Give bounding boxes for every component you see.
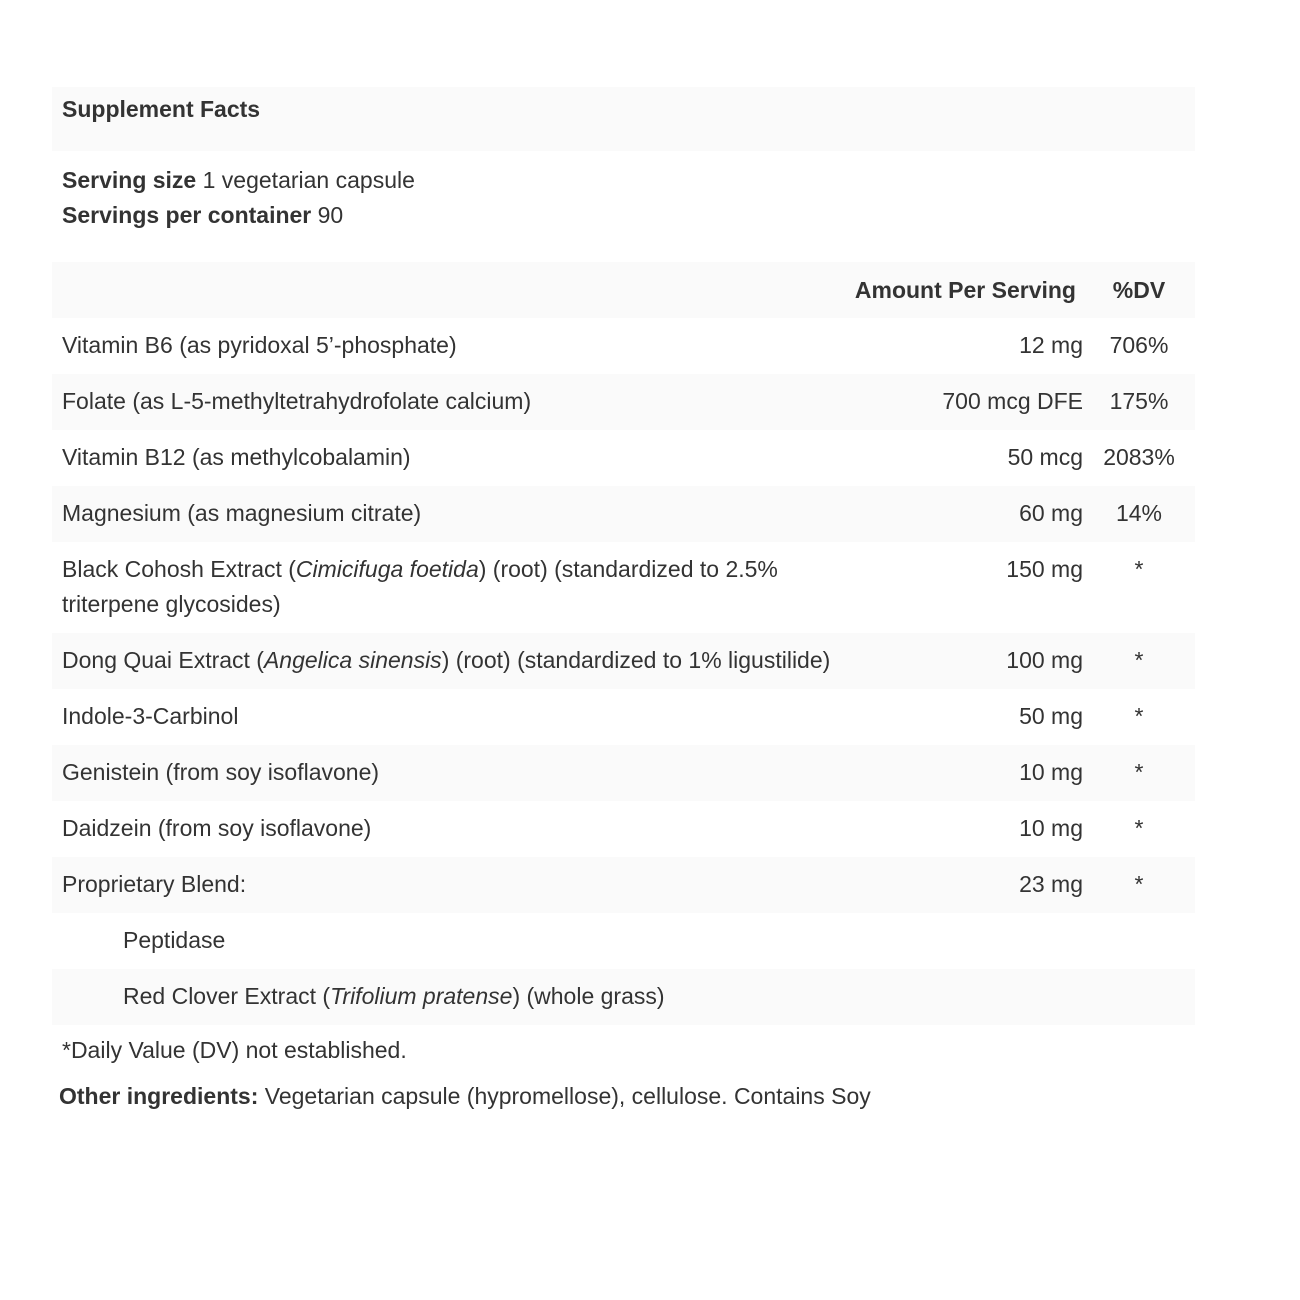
ingredient-name-text: Vitamin B6 (as pyridoxal 5’-phosphate) [62,332,457,358]
facts-body: Amount Per Serving %DV Vitamin B6 (as py… [52,262,1195,1114]
table-header-row: Amount Per Serving %DV [52,262,1195,318]
ingredient-name-suffix: ) (root) (standardized to 1% ligustilide… [441,647,831,673]
table-row: Vitamin B6 (as pyridoxal 5’-phosphate) 12… [52,318,1195,374]
ingredient-name-text: Black Cohosh Extract ( [62,556,296,582]
ingredient-name-text: Daidzein (from soy isoflavone) [62,815,372,841]
ingredient-dv: 2083% [1103,444,1175,470]
serving-size-value: 1 vegetarian capsule [202,167,415,193]
ingredient-name: Genistein (from soy isoflavone) [52,745,843,801]
ingredient-dv: 14% [1115,500,1163,526]
ingredient-amount: 10 mg [1019,815,1083,841]
page-title: Supplement Facts [62,96,261,122]
ingredient-amount: 50 mcg [1007,444,1083,470]
ingredient-dv [1083,969,1195,1025]
footnote: *Daily Value (DV) not established. [62,1037,407,1063]
ingredient-name: Indole-3-Carbinol [52,689,843,745]
ingredient-dv: * [1134,703,1144,729]
other-ingredients: Other ingredients: Vegetarian capsule (h… [59,1079,1195,1114]
ingredient-amount [843,969,1083,1025]
ingredient-name: Folate (as L-5-methyltetrahydrofolate ca… [52,374,843,430]
table-row: Black Cohosh Extract (Cimicifuga foetida… [52,542,1195,633]
table-row: Indole-3-Carbinol 50 mg * [52,689,1195,745]
ingredient-name-text: Dong Quai Extract ( [62,647,264,673]
ingredient-name-text: Proprietary Blend: [62,871,247,897]
serving-size-label: Serving size [62,167,197,193]
ingredient-dv: * [1134,815,1144,841]
ingredient-dv: * [1134,647,1144,673]
servings-per-container-value: 90 [317,202,344,228]
ingredient-name-text: Peptidase [123,927,226,953]
ingredient-amount: 60 mg [1019,500,1083,526]
ingredient-name: Vitamin B6 (as pyridoxal 5’-phosphate) [52,318,843,374]
table-row: Vitamin B12 (as methylcobalamin) 50 mcg 20… [52,430,1195,486]
other-ingredients-value: Vegetarian capsule (hypromellose), cellu… [258,1083,871,1109]
servings-per-container: Servings per container 90 [62,198,415,233]
serving-info: Serving size 1 vegetarian capsule Servin… [62,163,415,233]
supplement-facts-table: Amount Per Serving %DV Vitamin B6 (as py… [52,262,1195,1025]
header-dv: %DV [1112,276,1166,303]
ingredient-dv: * [1134,871,1144,897]
ingredient-name-text: Vitamin B12 (as methylcobalamin) [62,444,411,470]
ingredient-dv: * [1134,759,1144,785]
ingredient-name: Daidzein (from soy isoflavone) [52,801,843,857]
ingredient-name-text: Magnesium (as magnesium citrate) [62,500,422,526]
ingredient-dv: 706% [1109,332,1169,358]
ingredient-latin-name: Angelica sinensis [263,647,442,673]
ingredient-amount: 10 mg [1019,759,1083,785]
ingredient-amount [843,913,1083,969]
ingredient-latin-name: Trifolium pratense [330,983,513,1009]
ingredient-amount: 23 mg [1019,871,1083,897]
ingredient-name: Dong Quai Extract (Angelica sinensis) (r… [52,633,843,689]
ingredient-name: Vitamin B12 (as methylcobalamin) [52,430,843,486]
serving-size: Serving size 1 vegetarian capsule [62,163,415,198]
table-row: Magnesium (as magnesium citrate) 60 mg 14% [52,486,1195,542]
table-row: Peptidase [52,913,1195,969]
ingredient-amount: 150 mg [1006,556,1083,582]
ingredient-amount: 50 mg [1019,703,1083,729]
servings-per-container-label: Servings per container [62,202,312,228]
ingredient-name-text: Genistein (from soy isoflavone) [62,759,380,785]
ingredient-amount: 12 mg [1019,332,1083,358]
ingredient-name: Black Cohosh Extract (Cimicifuga foetida… [52,542,843,633]
ingredient-dv [1083,913,1195,969]
table-row: Proprietary Blend: 23 mg * [52,857,1195,913]
table-row: Folate (as L-5-methyltetrahydrofolate ca… [52,374,1195,430]
ingredient-amount: 700 mcg DFE [942,388,1083,414]
ingredient-latin-name: Cimicifuga foetida [295,556,479,582]
ingredient-dv: 175% [1109,388,1169,414]
ingredient-name-text: Folate (as L-5-methyltetrahydrofolate ca… [62,388,532,414]
table-row: Dong Quai Extract (Angelica sinensis) (r… [52,633,1195,689]
ingredient-name-text: Indole-3-Carbinol [62,703,239,729]
header-amount: Amount Per Serving [854,276,1076,303]
table-row: Genistein (from soy isoflavone) 10 mg * [52,745,1195,801]
ingredient-dv: * [1134,556,1144,582]
ingredient-name: Magnesium (as magnesium citrate) [52,486,843,542]
ingredient-amount: 100 mg [1006,647,1083,673]
header-name [52,262,843,318]
ingredient-name: Proprietary Blend: [52,857,843,913]
ingredient-name: Peptidase [52,913,843,969]
table-row: Red Clover Extract (Trifolium pratense) … [52,969,1195,1025]
ingredient-name-suffix: ) (root) (standardized to 2.5% triterpen… [62,556,778,617]
other-ingredients-label: Other ingredients: [59,1083,259,1109]
ingredient-name-text: Red Clover Extract ( [123,983,331,1009]
title-bar: Supplement Facts [52,87,1195,151]
ingredient-name-suffix: ) (whole grass) [512,983,665,1009]
table-row: Daidzein (from soy isoflavone) 10 mg * [52,801,1195,857]
ingredient-name: Red Clover Extract (Trifolium pratense) … [52,969,843,1025]
